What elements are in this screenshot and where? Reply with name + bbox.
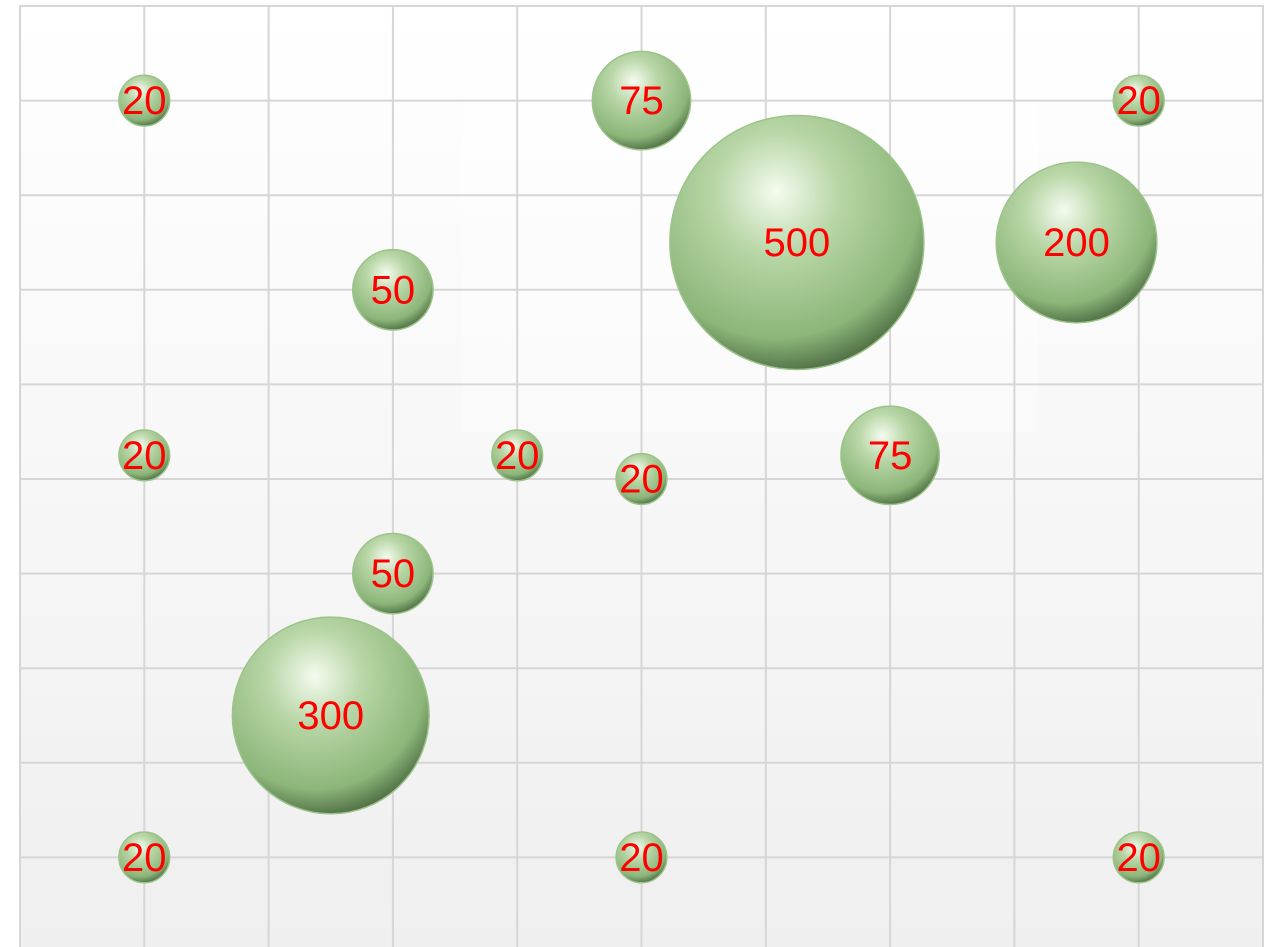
data-label: 20 xyxy=(619,836,664,880)
data-label: 50 xyxy=(371,268,416,312)
page: {"chart_data": { "type": "bubble", "xlim… xyxy=(0,0,1273,947)
data-label: 20 xyxy=(122,836,167,880)
data-label: 20 xyxy=(1116,79,1161,123)
data-label: 200 xyxy=(1043,221,1110,265)
chart: 20 75 20 500 200 50 20 20 20 75 50 300 20 20 20 xyxy=(0,0,1273,947)
data-label: 75 xyxy=(868,434,913,478)
data-label: 500 xyxy=(764,221,831,265)
data-label: 300 xyxy=(297,694,364,738)
data-label: 20 xyxy=(495,434,540,478)
data-label: 20 xyxy=(122,434,167,478)
data-label: 75 xyxy=(619,79,664,123)
data-label: 20 xyxy=(1116,836,1161,880)
data-label: 20 xyxy=(619,458,664,502)
data-label: 20 xyxy=(122,79,167,123)
data-label: 50 xyxy=(371,552,416,596)
